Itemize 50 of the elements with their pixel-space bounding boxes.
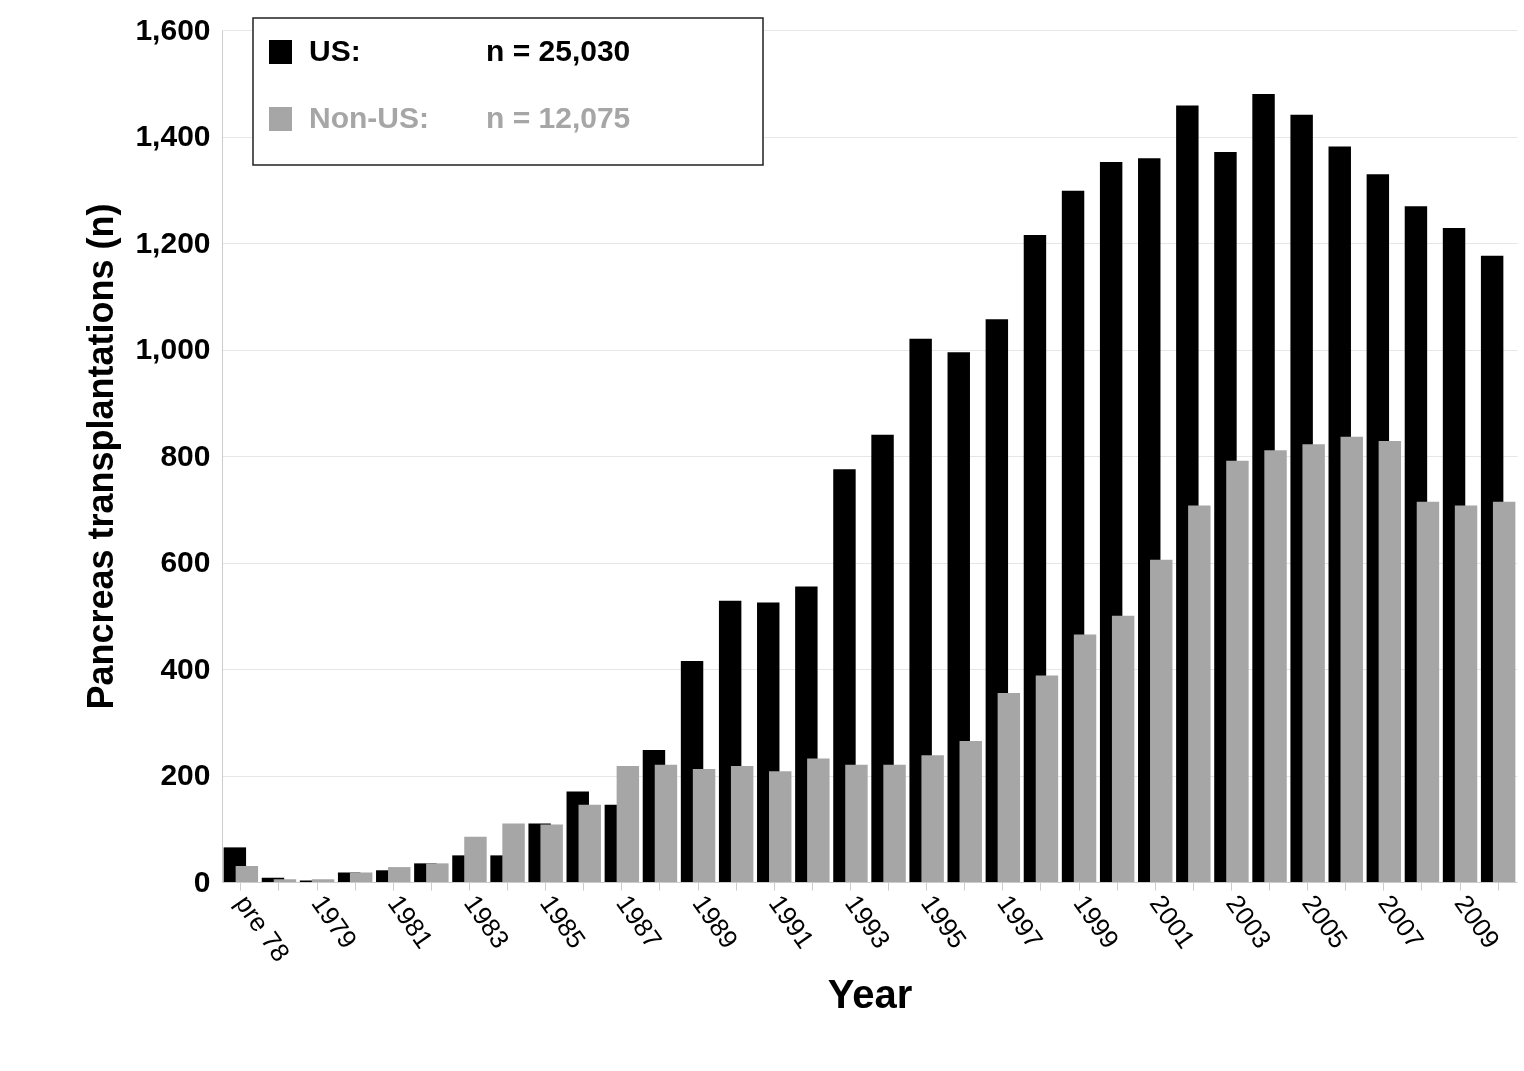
y-tick-label: 1,200 (135, 225, 211, 259)
bar (1378, 441, 1402, 882)
bar (311, 879, 335, 882)
bar (692, 769, 716, 882)
bar (769, 771, 792, 882)
bar (807, 758, 830, 882)
bar (464, 836, 487, 882)
bar (273, 879, 297, 882)
bar (959, 740, 982, 882)
y-tick-label: 1,600 (135, 12, 211, 46)
bar (1111, 615, 1135, 882)
y-axis-title: Pancreas transplantations (n) (80, 203, 122, 710)
bar (883, 764, 906, 882)
annotation: n = 25,030 (486, 34, 631, 67)
bar (349, 872, 373, 882)
bar (1416, 501, 1440, 882)
y-tick-label: 1,000 (135, 332, 211, 365)
annotation: n = 12,075 (486, 101, 631, 134)
bar (388, 867, 411, 882)
bar (235, 866, 259, 882)
x-tick-label: pre 78 (229, 889, 297, 967)
bar (1492, 501, 1516, 882)
bar (502, 823, 525, 882)
bar (1302, 444, 1325, 882)
y-tick-label: 800 (160, 438, 211, 472)
bar (1226, 460, 1249, 882)
bar (730, 765, 754, 882)
y-tick-label: 200 (160, 758, 211, 791)
bar (1035, 675, 1059, 882)
bar (654, 764, 678, 882)
bar (921, 755, 944, 882)
x-axis-title: Year (827, 972, 913, 1017)
legend-label: Non-US: (309, 101, 429, 134)
bar (1150, 559, 1173, 882)
bar (1340, 436, 1363, 882)
bar (997, 692, 1021, 882)
bar (1264, 450, 1287, 882)
bar (1454, 505, 1478, 882)
bar (540, 824, 563, 882)
y-tick-label: 400 (160, 651, 211, 685)
bar (1073, 634, 1097, 882)
bar (845, 764, 868, 882)
legend-label: US: (309, 34, 361, 67)
y-tick-label: 600 (160, 545, 211, 578)
bar (426, 863, 449, 882)
bar (1188, 505, 1211, 882)
bar (616, 765, 640, 882)
y-tick-label: 0 (193, 864, 211, 898)
bar (578, 804, 601, 882)
y-tick-label: 1,400 (135, 119, 211, 152)
